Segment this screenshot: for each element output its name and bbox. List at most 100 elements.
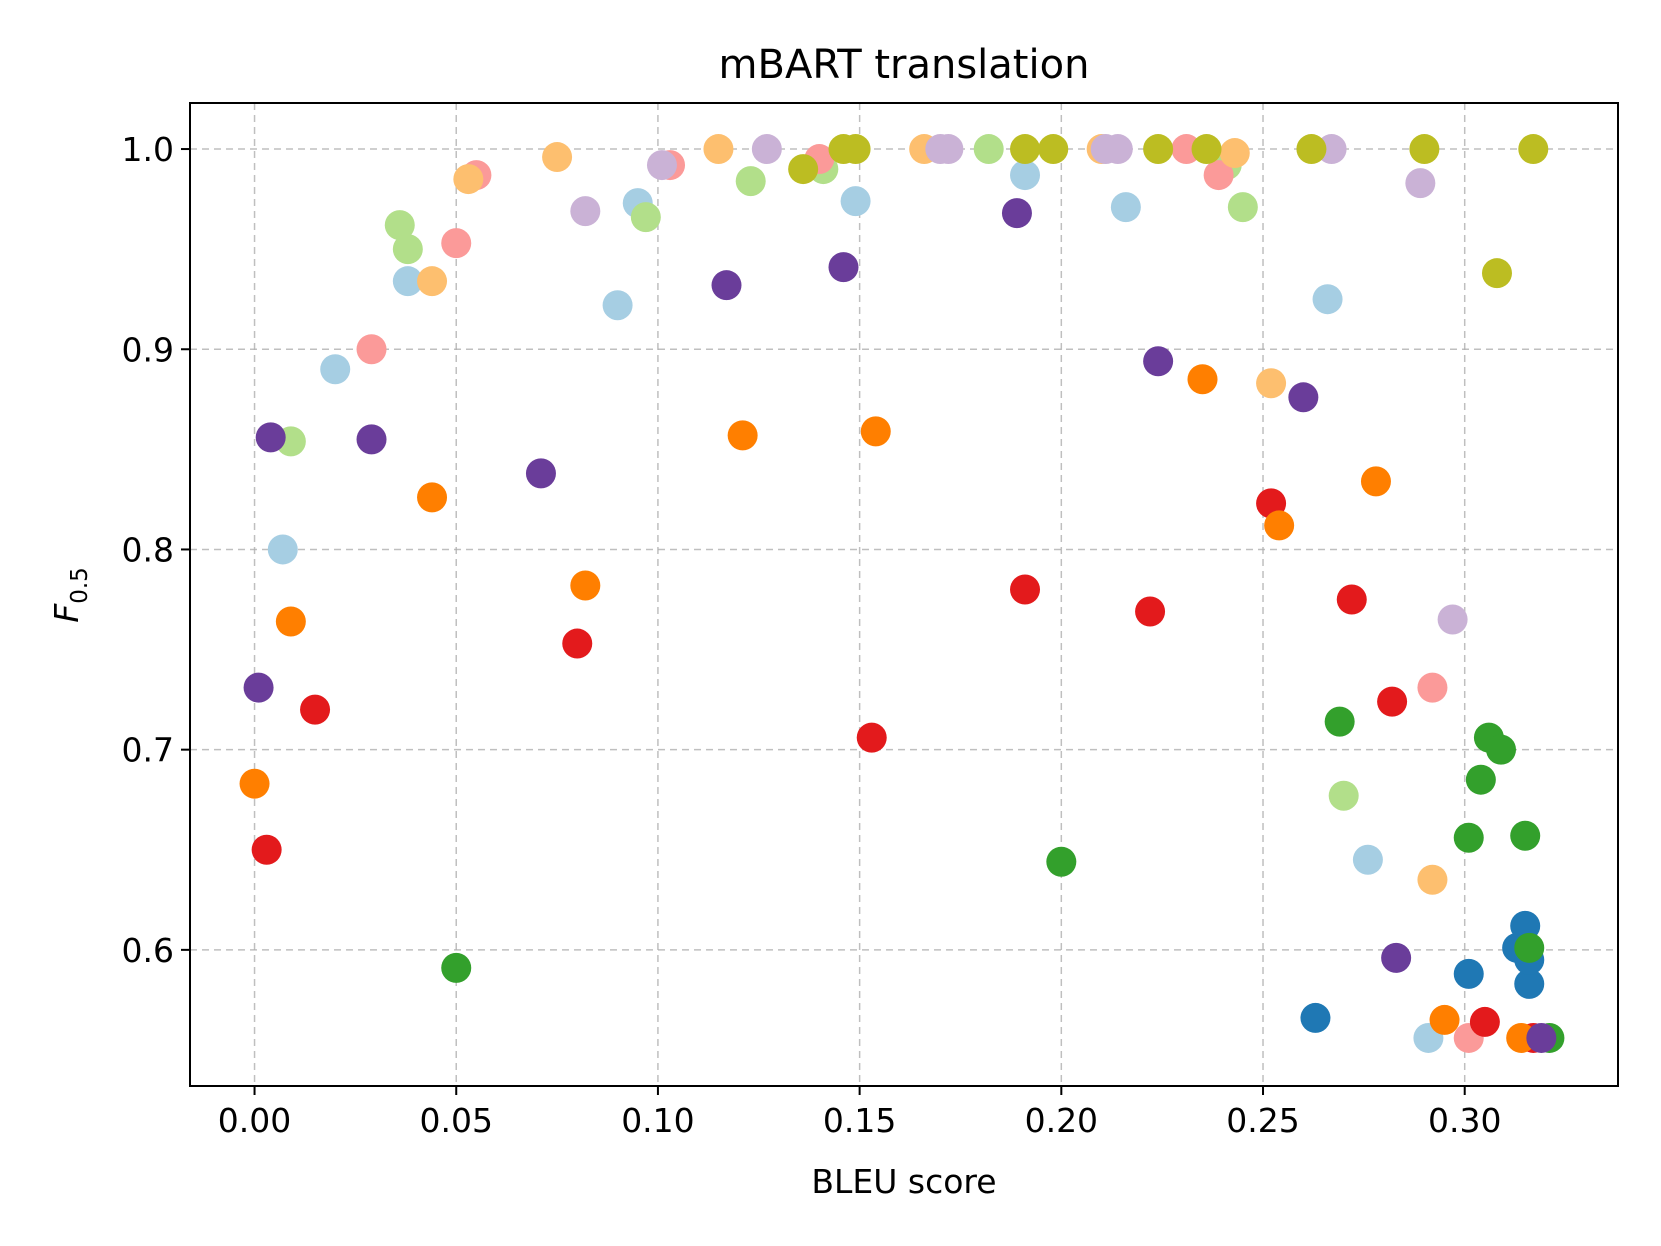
data-point	[267, 534, 298, 565]
data-point	[735, 166, 766, 197]
data-point	[1360, 466, 1391, 497]
data-point	[1010, 160, 1041, 191]
data-point	[1038, 134, 1069, 165]
data-point	[703, 134, 734, 165]
series-0	[267, 160, 1444, 1053]
data-point	[1469, 1006, 1500, 1037]
data-point	[751, 134, 782, 165]
data-point	[828, 252, 859, 283]
data-point	[570, 570, 601, 601]
data-point	[856, 722, 887, 753]
series-8	[570, 134, 1468, 635]
data-point	[1227, 192, 1258, 223]
data-point	[525, 458, 556, 489]
data-point	[417, 482, 448, 513]
data-point	[441, 952, 472, 983]
data-point	[320, 354, 351, 385]
y-tick-label: 0.8	[122, 530, 174, 569]
y-tick-label: 0.9	[122, 330, 174, 369]
data-point	[1417, 864, 1448, 895]
data-point	[441, 228, 472, 259]
data-point	[1465, 764, 1496, 795]
data-point	[1219, 138, 1250, 169]
x-tick-label: 0.05	[419, 1101, 492, 1140]
y-axis-label-subscript: 0.5	[67, 567, 93, 604]
data-point	[840, 134, 871, 165]
data-point	[630, 202, 661, 233]
data-point	[860, 416, 891, 447]
data-point	[1300, 1002, 1331, 1033]
data-point	[1288, 382, 1319, 413]
data-point	[711, 270, 742, 301]
data-point	[1001, 198, 1032, 229]
series-10	[788, 134, 1549, 289]
data-point	[602, 290, 633, 321]
x-tick-label: 0.25	[1226, 1101, 1299, 1140]
chart-title: mBART translation	[719, 42, 1090, 88]
series-9	[243, 198, 1557, 1053]
data-point	[1381, 942, 1412, 973]
grid-lines	[190, 103, 1618, 1086]
x-tick-label: 0.10	[621, 1101, 694, 1140]
data-point	[1191, 134, 1222, 165]
data-point	[384, 210, 415, 241]
data-point	[570, 196, 601, 227]
data-point	[1010, 134, 1041, 165]
series-3	[441, 706, 1565, 1053]
data-point	[275, 606, 306, 637]
data-points	[239, 134, 1565, 1053]
data-point	[1405, 168, 1436, 199]
data-point	[300, 694, 331, 725]
data-point	[1429, 1004, 1460, 1035]
data-point	[243, 672, 274, 703]
data-point	[788, 154, 819, 185]
data-point	[1010, 574, 1041, 605]
data-point	[1481, 258, 1512, 289]
data-point	[1187, 364, 1218, 395]
data-point	[453, 164, 484, 195]
x-axis-ticks: 0.00 0.05 0.10 0.15 0.20 0.25 0.30	[218, 1086, 1501, 1140]
data-point	[727, 420, 758, 451]
x-tick-label: 0.20	[1025, 1101, 1098, 1140]
y-axis-label: F0.5	[47, 567, 93, 623]
series-7	[239, 364, 1537, 1053]
data-point	[840, 186, 871, 217]
data-point	[646, 150, 677, 181]
data-point	[1143, 346, 1174, 377]
data-point	[1264, 510, 1295, 541]
data-point	[392, 234, 423, 265]
data-point	[1336, 584, 1367, 615]
data-point	[1143, 134, 1174, 165]
data-point	[1324, 706, 1355, 737]
y-axis-ticks: 0.6 0.7 0.8 0.9 1.0	[122, 130, 190, 970]
data-point	[1328, 780, 1359, 811]
data-point	[1110, 192, 1141, 223]
y-tick-label: 1.0	[122, 130, 174, 169]
data-point	[1352, 844, 1383, 875]
data-point	[417, 266, 448, 297]
data-point	[1102, 134, 1133, 165]
data-point	[933, 134, 964, 165]
x-tick-label: 0.30	[1428, 1101, 1501, 1140]
data-point	[562, 628, 593, 659]
data-point	[1453, 958, 1484, 989]
data-point	[1296, 134, 1327, 165]
data-point	[1203, 160, 1234, 191]
data-point	[1312, 284, 1343, 315]
data-point	[1514, 932, 1545, 963]
data-point	[255, 422, 286, 453]
data-point	[542, 142, 573, 173]
data-point	[356, 424, 387, 455]
y-axis-label-main: F	[47, 603, 86, 623]
data-point	[1135, 596, 1166, 627]
plot-frame	[189, 102, 1619, 1087]
data-point	[1510, 820, 1541, 851]
x-tick-label: 0.00	[218, 1101, 291, 1140]
y-tick-label: 0.6	[122, 931, 174, 970]
data-point	[1526, 1022, 1557, 1053]
data-point	[1514, 968, 1545, 999]
data-point	[251, 834, 282, 865]
data-point	[1518, 134, 1549, 165]
data-point	[1046, 846, 1077, 877]
